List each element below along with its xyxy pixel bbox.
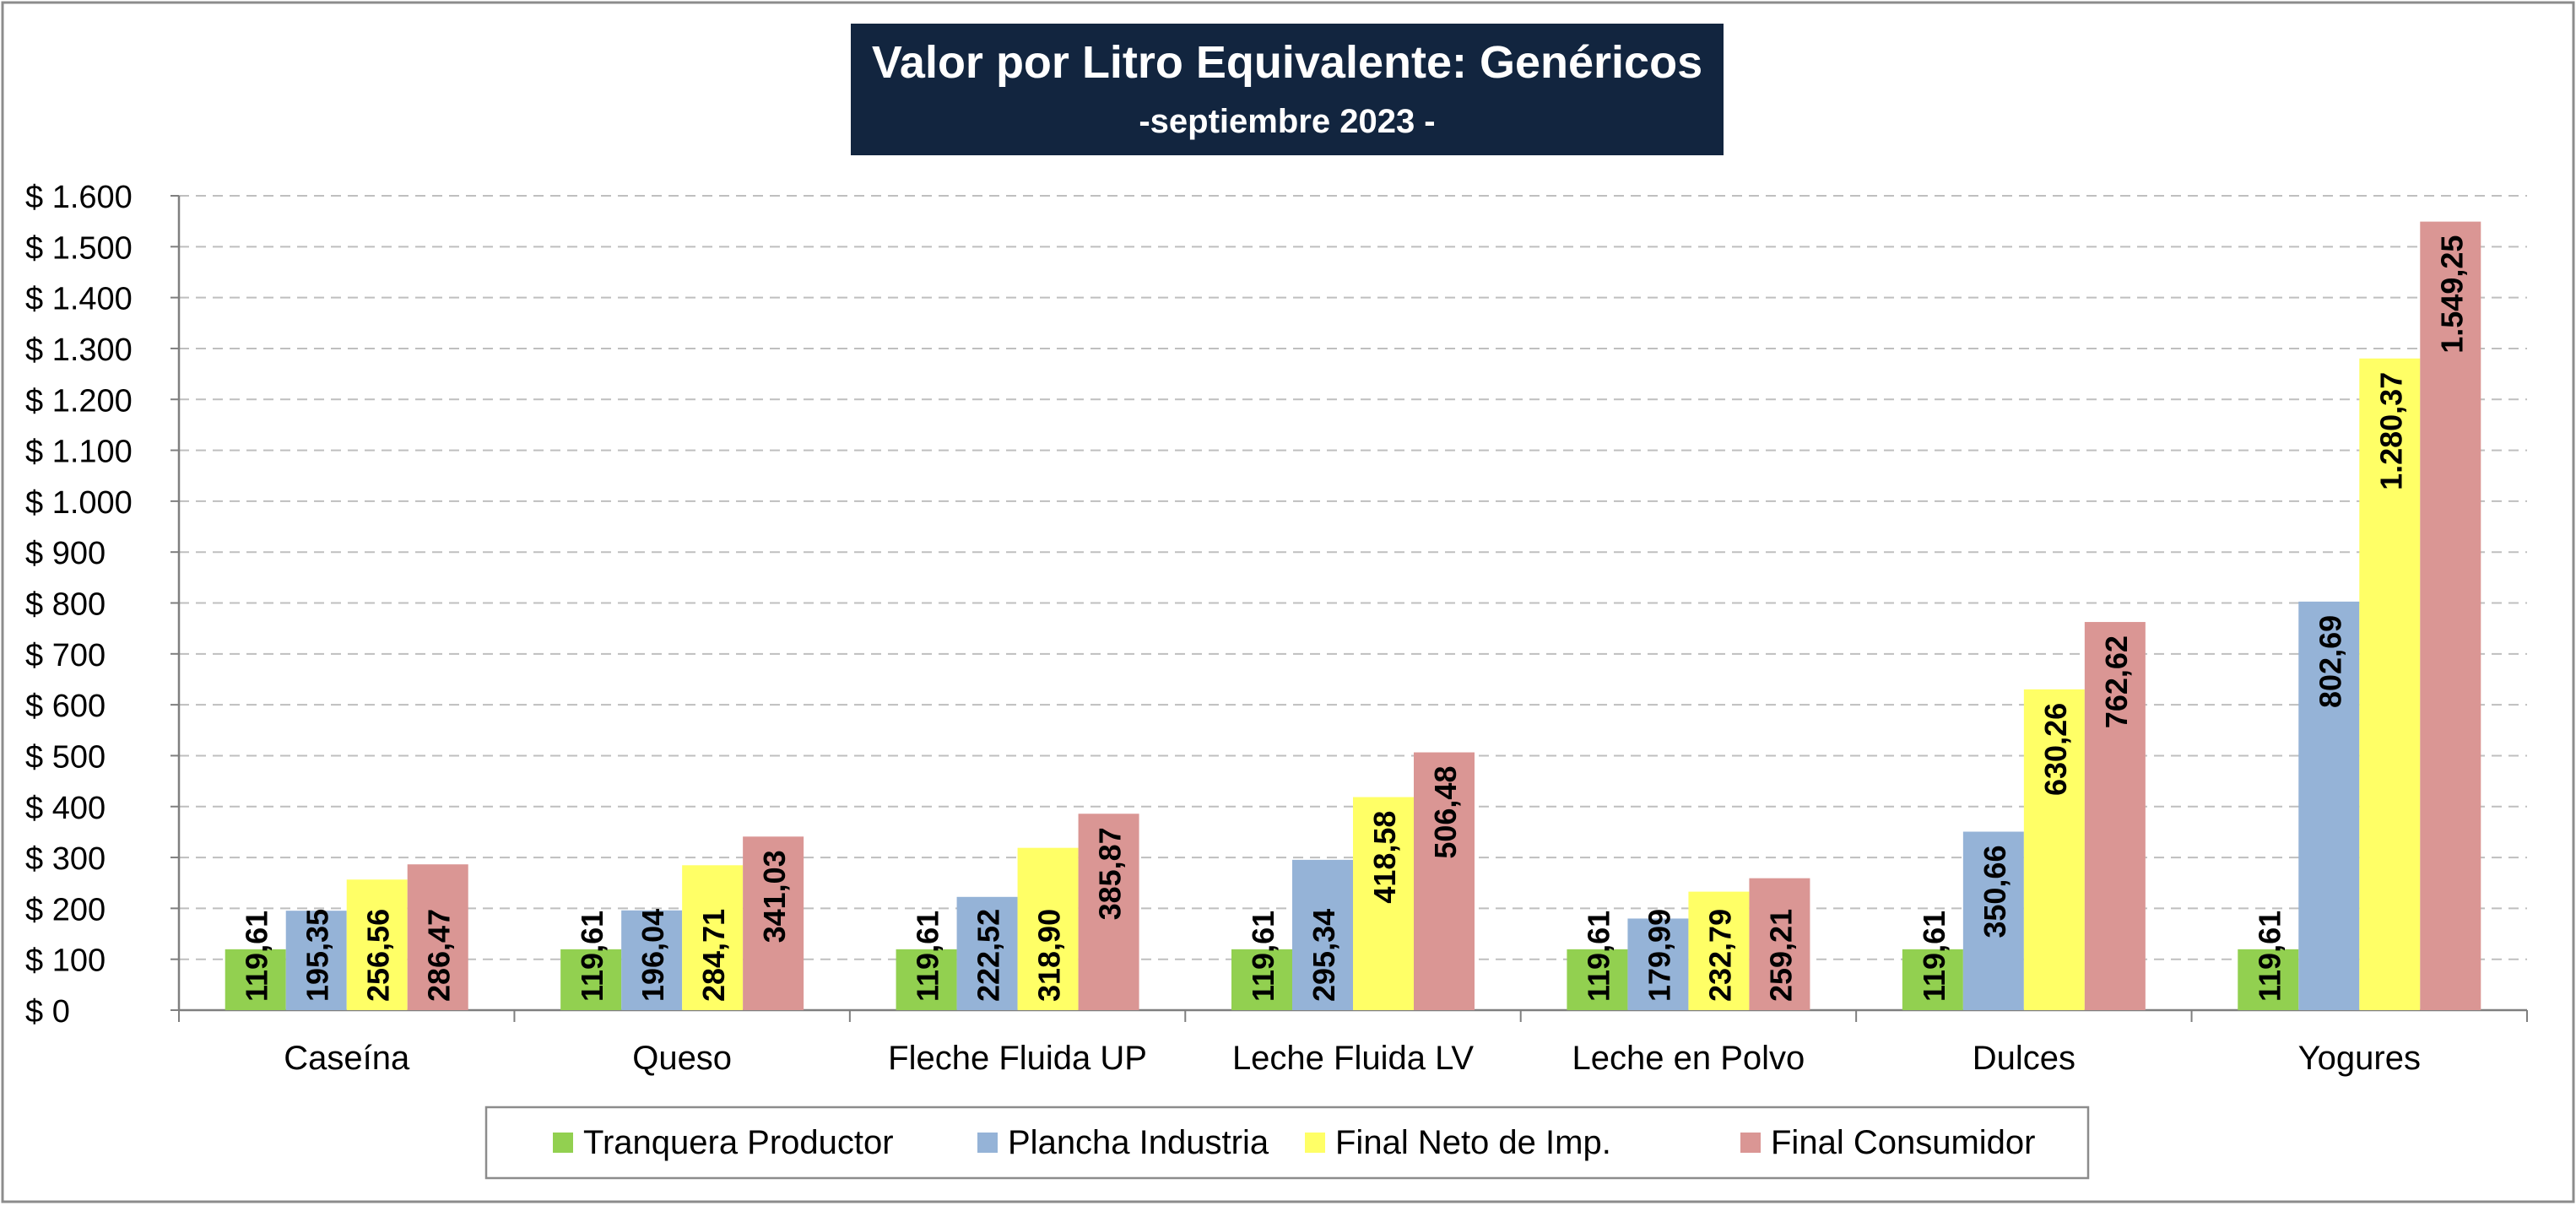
bar — [682, 865, 744, 1010]
data-label: 119,61 — [911, 911, 945, 1002]
y-tick-label: $ 400 — [25, 791, 106, 826]
data-label: 222,52 — [971, 909, 1006, 1002]
legend: Tranquera Productor Plancha Industria Fina… — [484, 1106, 2090, 1180]
legend-label: Plancha Industria — [1008, 1124, 1269, 1161]
data-label: 119,61 — [2252, 911, 2286, 1002]
data-label: 802,69 — [2313, 615, 2347, 708]
plot-area: $ 0 $ 100 $ 200 $ 300 $ 400 $ 500 $ 600 $ 700 $ … — [25, 180, 2528, 1077]
bar — [2023, 689, 2085, 1010]
legend-swatch — [977, 1133, 998, 1153]
data-label: 232,79 — [1702, 909, 1737, 1002]
bar — [2420, 221, 2481, 1010]
legend-swatch — [553, 1133, 573, 1153]
bar — [743, 836, 804, 1010]
y-tick-label: $ 600 — [25, 689, 106, 724]
y-tick-label: $ 500 — [25, 739, 106, 775]
data-label: 119,61 — [240, 911, 274, 1002]
y-tick-label: $ 900 — [25, 536, 106, 571]
y-tick-label: $ 200 — [25, 892, 106, 927]
data-label: 350,66 — [1978, 846, 2012, 938]
data-label: 341,03 — [757, 850, 792, 943]
bar — [2238, 949, 2299, 1010]
legend-swatch — [1305, 1133, 1325, 1153]
data-label: 119,61 — [1917, 911, 1951, 1002]
bar — [1414, 752, 1475, 1010]
legend-label: Tranquera Productor — [583, 1124, 894, 1161]
data-label: 119,61 — [1246, 911, 1280, 1002]
data-label: 195,35 — [300, 909, 335, 1002]
bar — [560, 949, 622, 1010]
bar — [225, 949, 286, 1010]
y-tick-label: $ 700 — [25, 638, 106, 673]
bar — [346, 879, 408, 1010]
legend-label: Final Neto de Imp. — [1335, 1124, 1611, 1161]
x-tick-label: Dulces — [1973, 1040, 2075, 1077]
y-tick-label: $ 1.000 — [25, 485, 133, 521]
x-tick-label: Fleche Fluida UP — [888, 1040, 1147, 1077]
data-label: 418,58 — [1367, 811, 1402, 904]
bar — [1902, 949, 1963, 1010]
bar — [1231, 949, 1292, 1010]
bar — [956, 896, 1018, 1010]
x-tick-label: Yogures — [2298, 1040, 2421, 1077]
bar — [1353, 797, 1414, 1010]
y-tick-label: $ 1.100 — [25, 435, 133, 470]
data-label: 119,61 — [1581, 911, 1615, 1002]
legend-swatch — [1740, 1133, 1761, 1153]
x-tick-label: Caseína — [284, 1040, 410, 1077]
y-tick-label: $ 1.600 — [25, 180, 133, 215]
data-label: 385,87 — [1093, 827, 1128, 920]
y-tick-label: $ 0 — [25, 994, 70, 1030]
data-label: 506,48 — [1428, 766, 1463, 859]
bar — [2359, 358, 2421, 1010]
y-tick-label: $ 1.200 — [25, 383, 133, 419]
legend-label: Final Consumidor — [1771, 1124, 2035, 1161]
bar — [896, 949, 957, 1010]
bar — [1688, 891, 1750, 1010]
title-box — [851, 24, 1724, 155]
bar — [2298, 601, 2360, 1010]
data-label: 295,34 — [1307, 909, 1341, 1002]
bar — [2084, 622, 2146, 1010]
y-tick-label: $ 1.400 — [25, 282, 133, 317]
data-label: 762,62 — [2099, 635, 2134, 728]
bar — [407, 864, 468, 1010]
chart-title: Valor por Litro Equivalente: Genéricos — [872, 37, 1702, 88]
data-label: 196,04 — [636, 909, 670, 1002]
bar — [1017, 847, 1079, 1010]
bar — [621, 910, 683, 1010]
bar — [1567, 949, 1628, 1010]
data-label: 284,71 — [696, 909, 731, 1002]
x-tick-label: Queso — [632, 1040, 732, 1077]
y-tick-label: $ 300 — [25, 841, 106, 877]
bar — [1627, 918, 1689, 1010]
bar — [1749, 878, 1810, 1010]
data-label: 179,99 — [1642, 909, 1676, 1002]
x-tick-label: Leche en Polvo — [1572, 1040, 1805, 1077]
bar — [1292, 859, 1353, 1010]
bar — [1078, 814, 1139, 1010]
legend-box — [484, 1106, 2090, 1180]
data-label: 119,61 — [575, 911, 609, 1002]
data-label: 256,56 — [361, 909, 396, 1002]
data-label: 1.549,25 — [2434, 235, 2469, 354]
data-label: 630,26 — [2038, 703, 2073, 796]
y-tick-label: $ 800 — [25, 587, 106, 623]
y-tick-label: $ 1.500 — [25, 230, 133, 266]
y-tick-label: $ 100 — [25, 943, 106, 979]
data-label: 286,47 — [422, 909, 457, 1002]
bar — [1962, 831, 2024, 1010]
data-label: 318,90 — [1032, 909, 1067, 1002]
bar — [285, 911, 347, 1010]
x-tick-label: Leche Fluida LV — [1232, 1040, 1474, 1077]
data-label: 259,21 — [1763, 909, 1798, 1002]
chart-subtitle: -septiembre 2023 - — [1139, 103, 1435, 140]
data-label: 1.280,37 — [2373, 372, 2408, 490]
y-tick-label: $ 1.300 — [25, 332, 133, 368]
